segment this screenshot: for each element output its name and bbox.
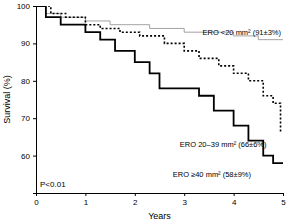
x-tick: 0 — [34, 193, 39, 207]
x-tick-mark — [85, 193, 86, 196]
survival-curve — [36, 6, 283, 40]
y-tick-mark — [33, 43, 36, 44]
x-axis-title: Years — [148, 211, 171, 221]
y-axis-title: Survival (%) — [2, 75, 12, 124]
x-tick-label: 0 — [34, 198, 39, 207]
y-tick-mark — [33, 81, 36, 82]
x-tick-label: 5 — [281, 198, 286, 207]
series-label: ERO <20 mm² (91±3%) — [202, 28, 281, 37]
y-tick-label: 70 — [21, 114, 30, 123]
x-tick-mark — [135, 193, 136, 196]
y-tick: 60 — [21, 152, 36, 161]
annotation: P<0.01 — [40, 180, 66, 189]
y-tick-mark — [33, 156, 36, 157]
y-tick: 90 — [21, 39, 36, 48]
x-tick-mark — [283, 193, 284, 196]
x-tick: 3 — [182, 193, 187, 207]
x-tick-label: 1 — [84, 198, 89, 207]
y-tick-label: 60 — [21, 152, 30, 161]
x-tick: 1 — [84, 193, 89, 207]
y-tick-label: 80 — [21, 77, 30, 86]
x-axis: 0 1 2 3 4 5 — [34, 193, 286, 207]
series-label: ERO 20–39 mm² (66±6%) — [180, 140, 267, 149]
x-axis-line — [37, 194, 284, 197]
x-tick-mark — [234, 193, 235, 196]
series-label: ERO ≥40 mm² (58±9%) — [173, 170, 252, 179]
y-axis-line — [33, 7, 37, 194]
x-tick: 4 — [232, 193, 237, 207]
x-tick-mark — [184, 193, 185, 196]
x-tick-label: 3 — [182, 198, 187, 207]
chart: 0 1 2 3 4 5 60 70 80 90 100 ERO <20 mm² (91±3%) ERO … — [0, 0, 289, 223]
y-tick-label: 100 — [17, 2, 31, 11]
y-tick-label: 90 — [21, 39, 30, 48]
y-tick-mark — [33, 6, 36, 7]
x-tick: 5 — [281, 193, 286, 207]
y-tick: 100 — [17, 2, 36, 11]
survival-curve — [36, 6, 283, 163]
y-tick: 80 — [21, 77, 36, 86]
y-axis: 60 70 80 90 100 — [17, 2, 37, 193]
y-tick: 70 — [21, 114, 36, 123]
series-group — [36, 6, 283, 163]
x-tick-label: 4 — [232, 198, 237, 207]
plot: 0 1 2 3 4 5 60 70 80 90 100 ERO <20 mm² (91±3%) ERO … — [17, 2, 287, 207]
x-tick-label: 2 — [133, 198, 138, 207]
x-tick: 2 — [133, 193, 138, 207]
y-tick-mark — [33, 118, 36, 119]
